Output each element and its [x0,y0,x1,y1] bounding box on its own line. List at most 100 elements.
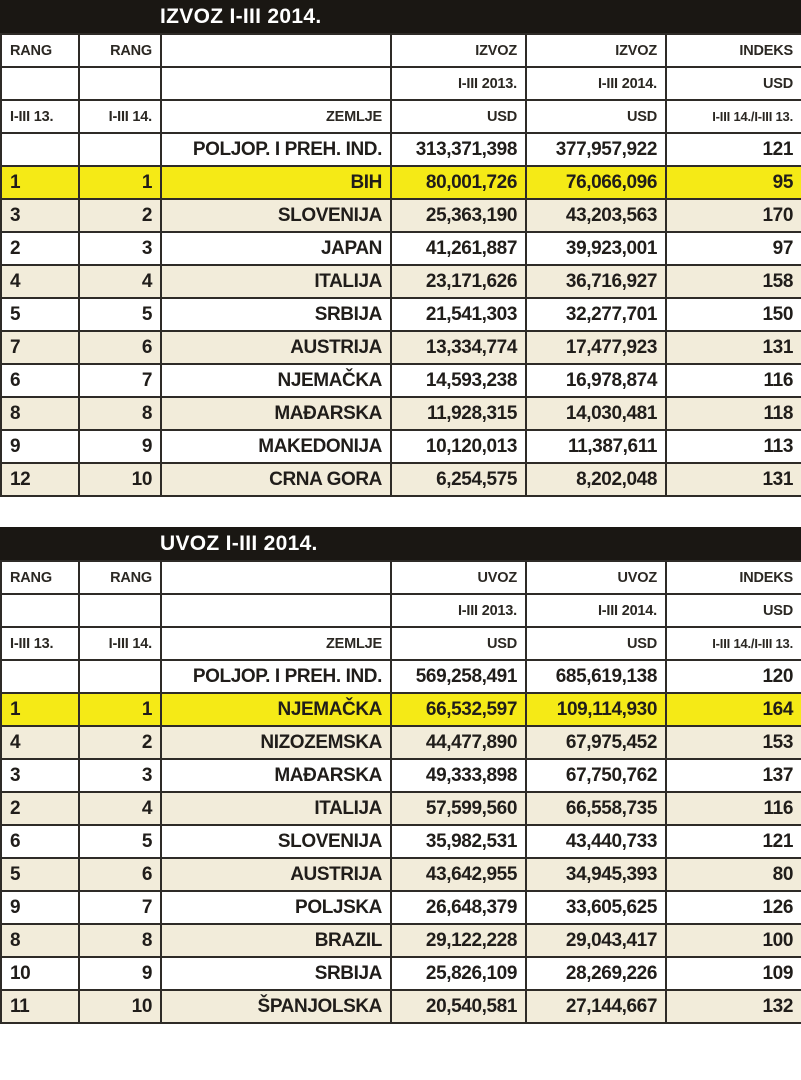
header-row-3: I-III 13. I-III 14. ZEMLJE USD USD I-III… [0,626,801,661]
cell-rank-curr: 7 [78,890,162,925]
header-izvoz-2013: IZVOZ [390,33,527,68]
cell-index: 121 [665,132,801,167]
cell-rank-prev: 3 [0,198,80,233]
izvoz-table-header: RANG RANG IZVOZ IZVOZ INDEKS I-III 2013.… [0,33,801,134]
header-empty [160,66,392,101]
table-row: 8 8 MAĐARSKA 11,928,315 14,030,481 118 [0,396,801,431]
cell-country: BIH [160,165,392,200]
cell-rank-curr: 2 [78,725,162,760]
header-period-2014: I-III 2014. [525,66,667,101]
table-row: 9 9 MAKEDONIJA 10,120,013 11,387,611 113 [0,429,801,464]
cell-index: 126 [665,890,801,925]
table-row: 3 2 SLOVENIJA 25,363,190 43,203,563 170 [0,198,801,233]
header-empty [0,66,80,101]
table-row: POLJOP. I PREH. IND. 569,258,491 685,619,1… [0,659,801,694]
cell-usd-2013: 21,541,303 [390,297,527,332]
cell-usd-2013: 43,642,955 [390,857,527,892]
cell-index: 100 [665,923,801,958]
table-row: 1 1 NJEMAČKA 66,532,597 109,114,930 164 [0,692,801,727]
cell-country: SRBIJA [160,956,392,991]
header-empty [0,593,80,628]
header-empty [78,66,162,101]
header-rang-prev: RANG [0,33,80,68]
table-row: POLJOP. I PREH. IND. 313,371,398 377,957,9… [0,132,801,167]
cell-rank-prev: 1 [0,165,80,200]
cell-usd-2013: 29,122,228 [390,923,527,958]
header-empty [160,560,392,595]
cell-usd-2014: 39,923,001 [525,231,667,266]
cell-usd-2014: 43,440,733 [525,824,667,859]
cell-usd-2013: 11,928,315 [390,396,527,431]
uvoz-table: RANG RANG UVOZ UVOZ INDEKS I-III 2013. I… [0,560,801,1024]
cell-rank-curr: 9 [78,429,162,464]
cell-country: CRNA GORA [160,462,392,497]
cell-rank-prev: 10 [0,956,80,991]
cell-usd-2013: 14,593,238 [390,363,527,398]
cell-rank-curr: 10 [78,989,162,1024]
cell-country: POLJOP. I PREH. IND. [160,659,392,694]
cell-index: 109 [665,956,801,991]
cell-usd-2013: 26,648,379 [390,890,527,925]
cell-rank-curr: 6 [78,330,162,365]
izvoz-table-title: IZVOZ I-III 2014. [0,0,801,33]
cell-index: 97 [665,231,801,266]
cell-usd-2013: 13,334,774 [390,330,527,365]
header-indeks: INDEKS [665,560,801,595]
cell-rank-curr: 7 [78,363,162,398]
cell-rank-curr: 3 [78,758,162,793]
cell-usd-2013: 80,001,726 [390,165,527,200]
cell-rank-prev: 8 [0,923,80,958]
cell-usd-2014: 685,619,138 [525,659,667,694]
header-row-2: I-III 2013. I-III 2014. USD [0,66,801,101]
cell-country: MAĐARSKA [160,396,392,431]
header-rang-prev-period: I-III 13. [0,99,80,134]
header-indeks-ratio: I-III 14./I-III 13. [665,99,801,134]
table-row: 11 10 ŠPANJOLSKA 20,540,581 27,144,667 132 [0,989,801,1024]
cell-country: AUSTRIJA [160,330,392,365]
header-row-2: I-III 2013. I-III 2014. USD [0,593,801,628]
cell-rank-curr: 5 [78,824,162,859]
cell-usd-2014: 16,978,874 [525,363,667,398]
cell-usd-2013: 20,540,581 [390,989,527,1024]
cell-rank-curr: 9 [78,956,162,991]
cell-usd-2014: 67,750,762 [525,758,667,793]
cell-usd-2014: 76,066,096 [525,165,667,200]
header-zemlje: ZEMLJE [160,626,392,661]
header-indeks-ratio: I-III 14./I-III 13. [665,626,801,661]
izvoz-table-body: POLJOP. I PREH. IND. 313,371,398 377,957,9… [0,132,801,497]
cell-usd-2014: 33,605,625 [525,890,667,925]
cell-rank-prev: 5 [0,857,80,892]
cell-rank-curr: 3 [78,231,162,266]
header-rang-prev-period: I-III 13. [0,626,80,661]
table-row: 8 8 BRAZIL 29,122,228 29,043,417 100 [0,923,801,958]
izvoz-table-section: IZVOZ I-III 2014. RANG RANG IZVOZ IZVOZ … [0,0,801,497]
cell-usd-2013: 49,333,898 [390,758,527,793]
table-gap [0,497,801,527]
cell-country: MAKEDONIJA [160,429,392,464]
table-row: 12 10 CRNA GORA 6,254,575 8,202,048 131 [0,462,801,497]
table-row: 5 6 AUSTRIJA 43,642,955 34,945,393 80 [0,857,801,892]
header-izvoz-2014: IZVOZ [525,33,667,68]
izvoz-table: RANG RANG IZVOZ IZVOZ INDEKS I-III 2013.… [0,33,801,497]
cell-country: SLOVENIJA [160,824,392,859]
cell-usd-2014: 8,202,048 [525,462,667,497]
header-rang-curr-period: I-III 14. [78,99,162,134]
header-zemlje: ZEMLJE [160,99,392,134]
cell-country: JAPAN [160,231,392,266]
cell-rank-prev [0,659,80,694]
cell-index: 137 [665,758,801,793]
cell-index: 131 [665,462,801,497]
cell-index: 121 [665,824,801,859]
cell-country: ITALIJA [160,791,392,826]
cell-usd-2014: 36,716,927 [525,264,667,299]
cell-usd-2013: 569,258,491 [390,659,527,694]
table-row: 2 3 JAPAN 41,261,887 39,923,001 97 [0,231,801,266]
table-row: 5 5 SRBIJA 21,541,303 32,277,701 150 [0,297,801,332]
cell-rank-curr: 2 [78,198,162,233]
cell-rank-curr: 8 [78,923,162,958]
cell-rank-curr: 1 [78,165,162,200]
header-period-2013: I-III 2013. [390,66,527,101]
cell-usd-2013: 66,532,597 [390,692,527,727]
table-row: 2 4 ITALIJA 57,599,560 66,558,735 116 [0,791,801,826]
cell-rank-prev [0,132,80,167]
